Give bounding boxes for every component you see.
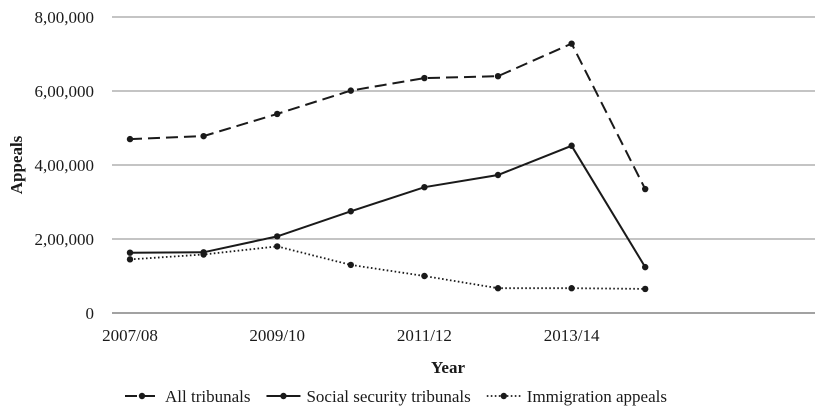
data-point: [642, 285, 649, 293]
series-line: [129, 42, 647, 190]
y-tick-label: 2,00,000: [35, 230, 95, 249]
data-point: [568, 142, 575, 149]
data-point: [126, 256, 134, 263]
legend-label: All tribunals: [165, 387, 250, 406]
data-point: [200, 251, 207, 258]
data-point: [642, 185, 649, 193]
y-tick-label: 6,00,000: [35, 82, 95, 101]
data-point: [421, 272, 428, 280]
x-axis-label: Year: [431, 358, 465, 377]
y-tick-labels: 0 2,00,000 4,00,000 6,00,000 8,00,000: [35, 8, 95, 323]
y-tick-label: 0: [86, 304, 95, 323]
legend-marker: [500, 392, 507, 400]
series-line: [129, 144, 647, 268]
data-point: [200, 132, 207, 140]
x-tick-label: 2011/12: [397, 326, 452, 345]
x-tick-label: 2007/08: [102, 326, 158, 345]
y-tick-label: 4,00,000: [35, 156, 95, 175]
legend-marker: [138, 392, 146, 400]
x-tick-label: 2013/14: [544, 326, 600, 345]
grid-lines: [112, 16, 815, 314]
data-point: [126, 249, 134, 256]
y-axis-label: Appeals: [7, 135, 26, 194]
data-point: [421, 184, 428, 191]
x-tick-label: 2009/10: [249, 326, 305, 345]
data-point: [274, 110, 281, 118]
data-point: [126, 135, 134, 143]
data-point: [642, 263, 649, 271]
legend-label: Social security tribunals: [306, 387, 470, 406]
data-point: [347, 87, 354, 94]
series-line: [129, 245, 646, 290]
data-point: [347, 208, 354, 215]
data-point: [421, 74, 428, 82]
legend: All tribunals Social security tribunals Im…: [125, 387, 667, 406]
legend-label: Immigration appeals: [527, 387, 667, 406]
legend-marker: [280, 392, 287, 400]
data-point: [274, 243, 281, 250]
data-point: [568, 285, 575, 292]
series-group: [126, 40, 649, 293]
x-tick-labels: 2007/08 2009/10 2011/12 2013/14: [102, 326, 600, 345]
y-tick-label: 8,00,000: [35, 8, 95, 27]
data-point: [494, 285, 502, 292]
data-point: [494, 73, 502, 80]
data-point: [274, 233, 281, 240]
data-point: [568, 40, 575, 47]
data-point: [347, 261, 354, 269]
data-point: [494, 171, 502, 179]
